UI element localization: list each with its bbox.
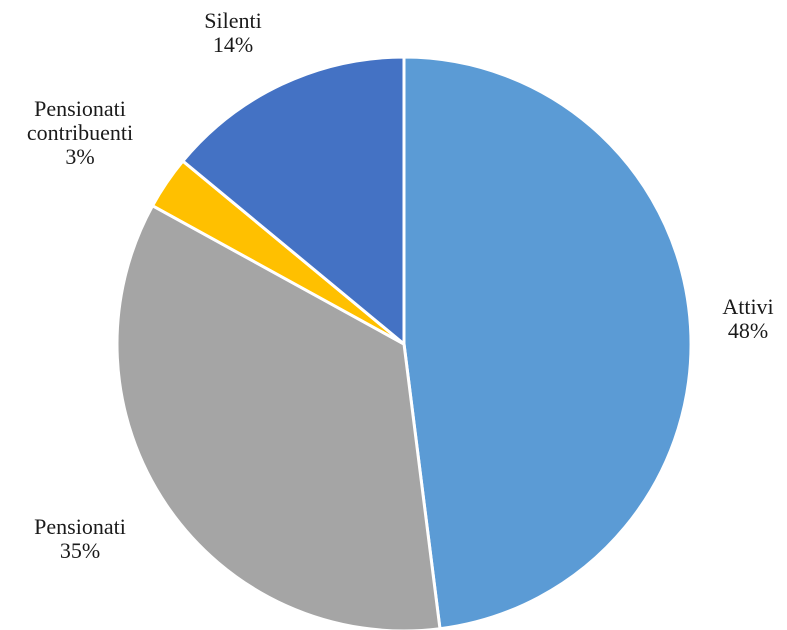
pie-slice-silenti: [181, 55, 406, 346]
slice-name: Silenti: [204, 8, 261, 33]
slice-label-attivi: Attivi 48%: [722, 294, 773, 343]
slice-name: contribuenti: [27, 120, 133, 145]
slice-percent: 35%: [60, 538, 100, 563]
slice-name: Attivi: [722, 294, 773, 319]
slice-label-pensionati: Pensionati 35%: [34, 514, 126, 563]
pie-labels: Attivi 48%Pensionati 35%Pensionati contribu…: [27, 8, 774, 563]
slice-name: Pensionati: [34, 96, 126, 121]
slice-name: Pensionati: [34, 514, 126, 539]
pie-slices: [115, 55, 693, 630]
slice-label-pensionati-contribuenti: Pensionati contribuenti 3%: [27, 96, 133, 169]
pie-slice-pensionati: [115, 204, 442, 630]
pie-slice-attivi: [402, 55, 693, 630]
slice-percent: 14%: [213, 32, 253, 57]
slice-label-silenti: Silenti 14%: [204, 8, 261, 57]
slice-percent: 3%: [65, 144, 94, 169]
slice-percent: 48%: [728, 318, 768, 343]
